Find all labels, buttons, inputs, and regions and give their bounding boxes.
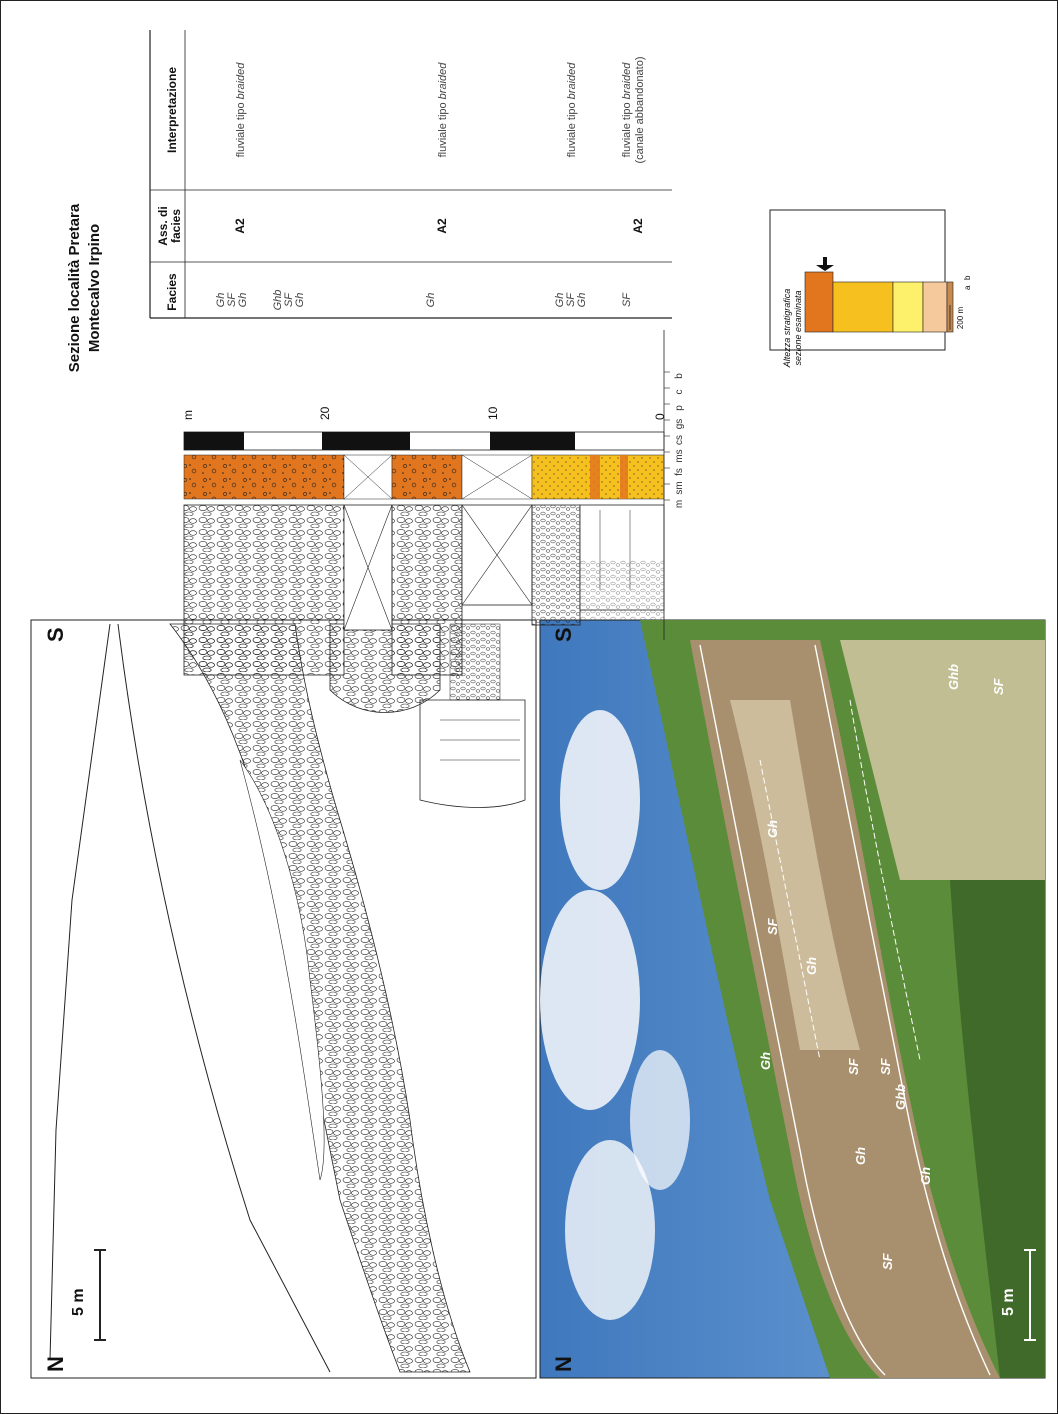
- facies-code: SF: [621, 292, 633, 307]
- header-assoc-1: Ass. di: [156, 206, 170, 245]
- scale-label-left: 5 m: [70, 1288, 87, 1316]
- grain-size-label: c: [674, 390, 685, 395]
- facies-code: Gh: [215, 293, 227, 308]
- inset-label-a: a: [963, 285, 972, 290]
- facies-code: SF: [565, 292, 577, 307]
- header-facies: Facies: [165, 273, 179, 311]
- inset-scale-label: 200 m: [956, 307, 965, 330]
- facies-table: Facies Ass. di facies Interpretazione Gh…: [149, 30, 672, 319]
- grain-size-label: cs: [674, 435, 685, 445]
- interpretation: fluviale tipo braided: [566, 62, 578, 158]
- title-line-2: Montecalvo Irpino: [86, 224, 103, 352]
- facies-code: Gh: [425, 293, 437, 308]
- outcrop-drawing-panel: S N 5 m: [30, 619, 537, 1379]
- panel-left-letter-n: N: [43, 1356, 68, 1372]
- interpretation-note: (canale abbandonato): [634, 56, 646, 163]
- photo-label-9: Gh: [918, 1167, 933, 1185]
- panel-right-letter-s: S: [551, 627, 576, 642]
- facies-code: Gh: [294, 293, 306, 308]
- grain-size-label: b: [674, 373, 685, 379]
- panel-left-letter-s: S: [43, 627, 68, 642]
- panel-right-letter-n: N: [551, 1356, 576, 1372]
- facies-code: SF: [283, 292, 295, 307]
- title-line-1: Sezione località Pretara: [66, 203, 83, 372]
- interpretation: fluviale tipo braided: [621, 62, 633, 158]
- inset-line-2: sezione esaminata: [793, 290, 803, 365]
- photo-label-7: Ghb: [893, 1084, 908, 1110]
- facies-code: Gh: [554, 293, 566, 308]
- stratigraphic-height-inset: Altezza stratigrafica sezione esaminata …: [769, 209, 972, 369]
- facies-code: Gh: [576, 293, 588, 308]
- interpretation: fluviale tipo braided: [437, 62, 449, 158]
- inset-line-1: Altezza stratigrafica: [782, 289, 792, 369]
- photo-label-1: Gh: [765, 820, 780, 838]
- photo-label-11: Ghb: [946, 664, 961, 690]
- outcrop-photo-panel: Gh SF Gh Gh SF SF Ghb Gh Gh SF Ghb SF S …: [539, 619, 1046, 1379]
- photo-label-12: SF: [991, 677, 1006, 695]
- depth-tick-0: 0: [653, 413, 667, 420]
- grain-size-label: m: [674, 500, 685, 508]
- facies-code: Ghb: [272, 290, 284, 311]
- scale-label-right: 5 m: [1000, 1288, 1017, 1316]
- facies-association: A2: [435, 218, 449, 234]
- photo-label-2: SF: [765, 917, 780, 935]
- header-assoc-2: facies: [169, 209, 183, 243]
- depth-unit: m: [181, 410, 195, 420]
- grain-size-label: p: [674, 405, 685, 411]
- depth-tick-10: 10: [486, 406, 500, 420]
- photo-label-6: SF: [878, 1057, 893, 1075]
- section-title: Sezione località Pretara Montecalvo Irpi…: [66, 203, 103, 372]
- header-interp: Interpretazione: [165, 67, 179, 153]
- grain-size-label: sm: [674, 481, 685, 494]
- photo-label-8: Gh: [853, 1147, 868, 1165]
- facies-association: A2: [631, 218, 645, 234]
- photo-label-4: Gh: [758, 1052, 773, 1070]
- inset-label-b: b: [963, 275, 972, 280]
- stratigraphic-log: m 20 10 0 m sm fs ms cs gs p c b: [181, 330, 685, 676]
- facies-association: A2: [233, 218, 247, 234]
- facies-code: SF: [226, 292, 238, 307]
- facies-code: Gh: [237, 293, 249, 308]
- photo-label-3: Gh: [804, 957, 819, 975]
- grain-size-label: ms: [674, 449, 685, 462]
- position-arrow-icon: [816, 257, 834, 271]
- interpretation: fluviale tipo braided: [235, 62, 247, 158]
- photo-label-10: SF: [880, 1252, 895, 1270]
- grain-size-label: gs: [674, 419, 685, 430]
- photo-label-5: SF: [846, 1057, 861, 1075]
- grain-size-label: fs: [674, 468, 685, 476]
- depth-tick-20: 20: [318, 406, 332, 420]
